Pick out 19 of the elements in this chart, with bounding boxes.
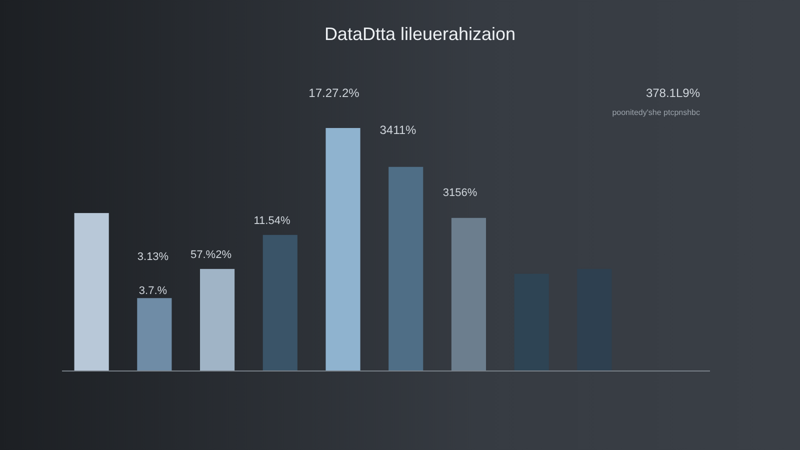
bar bbox=[388, 166, 424, 371]
annotation: 11.54% bbox=[254, 215, 290, 227]
bar bbox=[451, 218, 486, 371]
annotation: 3.13% bbox=[137, 251, 169, 263]
bar bbox=[200, 268, 235, 371]
text: poonitedy'she ptcpnshbc bbox=[612, 108, 700, 117]
text: 17.27.2% bbox=[308, 86, 360, 100]
bar bbox=[326, 128, 360, 371]
text: 378.1L9% bbox=[646, 86, 700, 100]
annotation: 3411% bbox=[380, 123, 417, 137]
bar bbox=[262, 234, 298, 371]
annotation: 57.%2% bbox=[190, 249, 232, 261]
bar bbox=[74, 213, 109, 371]
bar bbox=[577, 268, 612, 371]
chart-title: DataDtta lileuerahizaion bbox=[324, 24, 516, 44]
bar bbox=[137, 298, 172, 371]
bar bbox=[514, 274, 549, 371]
annotation: 3156% bbox=[442, 187, 478, 199]
annotation: 3.7.% bbox=[138, 285, 168, 297]
